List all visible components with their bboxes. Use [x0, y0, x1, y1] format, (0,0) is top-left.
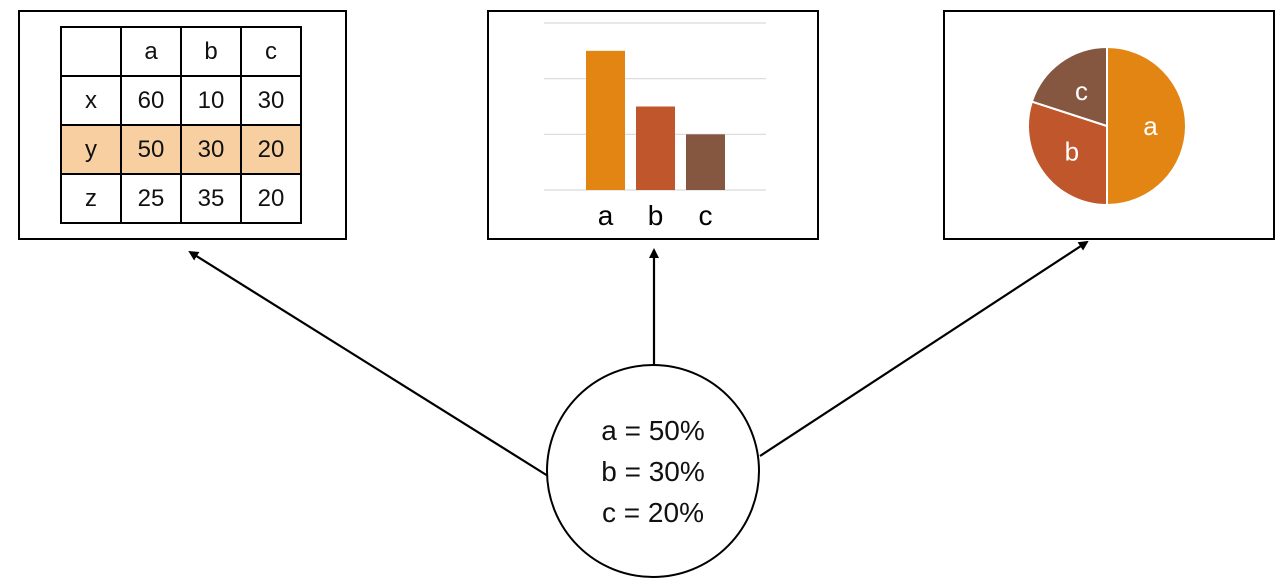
arrow-to-table: [188, 250, 549, 477]
pie-slice-b: [1027, 100, 1108, 207]
bar-category-label: a: [598, 200, 614, 231]
summary-line: a = 50%: [601, 414, 705, 446]
table-cell: 35: [180, 173, 242, 224]
pie-chart: a b c: [1027, 45, 1187, 207]
data-table: a b c x 60 10 30 y 50 30 20 z 25 35 20: [60, 26, 302, 224]
pie-slice-label: b: [1065, 137, 1079, 167]
pie-slice-a: [1106, 45, 1187, 207]
table-row-label: x: [60, 75, 122, 126]
summary-line: c = 20%: [602, 496, 704, 528]
table-header-row: a b c: [60, 26, 302, 77]
bar-a: [586, 50, 625, 191]
table-cell: 30: [240, 75, 302, 126]
bar-category-label: b: [648, 200, 664, 231]
pie-slice-label: c: [1075, 76, 1088, 106]
table-row-label: z: [60, 173, 122, 224]
table-cell: 20: [240, 124, 302, 175]
table-cell: 25: [120, 173, 182, 224]
pie-slice-label: a: [1143, 111, 1158, 141]
summary-node: a = 50% b = 30% c = 20%: [546, 364, 760, 578]
table-cell: 60: [120, 75, 182, 126]
pie-slice-c: [1030, 45, 1108, 128]
table-corner-cell: [60, 26, 122, 77]
table-row-label: y: [60, 124, 122, 175]
table-header-cell: b: [180, 26, 242, 77]
table-cell: 10: [180, 75, 242, 126]
table-row: x 60 10 30: [60, 75, 302, 126]
bar-chart-panel: a b c: [487, 10, 819, 240]
pie-chart-panel: a b c: [943, 10, 1275, 240]
table-row: z 25 35 20: [60, 173, 302, 224]
summary-line: b = 30%: [601, 455, 705, 487]
table-header-cell: c: [240, 26, 302, 77]
bar-c: [686, 134, 725, 190]
table-row-highlighted: y 50 30 20: [60, 124, 302, 175]
bar-category-label: c: [699, 200, 713, 231]
table-cell: 50: [120, 124, 182, 175]
bar-b: [636, 106, 675, 190]
table-header-cell: a: [120, 26, 182, 77]
arrow-to-pie-chart: [759, 240, 1089, 457]
table-panel: a b c x 60 10 30 y 50 30 20 z 25 35 20: [18, 10, 347, 240]
table-cell: 20: [240, 173, 302, 224]
bar-chart: a b c: [544, 22, 766, 231]
table-cell: 30: [180, 124, 242, 175]
